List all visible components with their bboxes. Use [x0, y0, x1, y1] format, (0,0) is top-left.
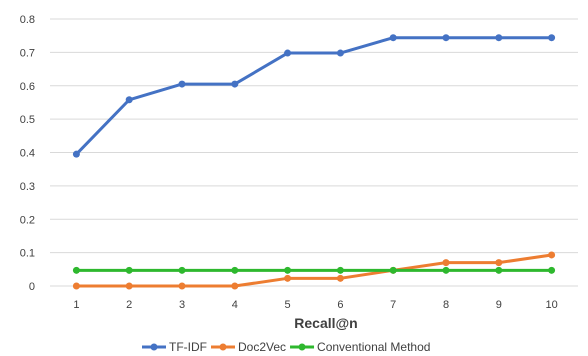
gridlines: [50, 18, 578, 287]
legend-marker: [219, 343, 227, 351]
legend-label: TF-IDF: [169, 340, 207, 354]
y-tick-label: 0.4: [20, 148, 35, 160]
data-point: [336, 274, 344, 282]
data-point: [231, 266, 239, 274]
legend: TF-IDF Doc2Vec Conventional Method: [142, 340, 430, 354]
data-point: [231, 80, 239, 88]
data-point: [178, 282, 186, 290]
data-point: [284, 274, 292, 282]
x-axis-ticks: 1 2 3 4 5 6 7 8 9 10: [73, 299, 557, 311]
data-point: [548, 34, 556, 42]
data-point: [125, 266, 133, 274]
data-point: [125, 282, 133, 290]
data-point: [442, 34, 450, 42]
data-point: [72, 150, 80, 158]
series-line: [75, 36, 552, 156]
data-point: [495, 266, 503, 274]
y-tick-label: 0.6: [20, 81, 35, 93]
x-tick-label: 1: [73, 299, 79, 311]
series-line: [76, 253, 552, 288]
data-point: [72, 266, 80, 274]
x-tick-label: 8: [443, 299, 449, 311]
data-point: [548, 266, 556, 274]
data-point: [178, 80, 186, 88]
y-tick-label: 0.2: [20, 214, 35, 226]
data-point: [389, 34, 397, 42]
data-point: [72, 282, 80, 290]
data-point: [284, 266, 292, 274]
data-point: [336, 266, 344, 274]
legend-marker: [150, 343, 158, 351]
legend-label: Doc2Vec: [238, 340, 286, 354]
legend-item: Doc2Vec: [211, 340, 286, 354]
x-tick-label: 10: [545, 299, 557, 311]
x-axis-label: Recall@n: [294, 315, 357, 331]
data-point: [231, 282, 239, 290]
legend-item: Conventional Method: [290, 340, 430, 354]
x-tick-label: 7: [390, 299, 396, 311]
data-point: [389, 266, 397, 274]
x-tick-label: 2: [126, 299, 132, 311]
legend-label: Conventional Method: [317, 340, 430, 354]
data-point: [125, 96, 133, 104]
x-tick-label: 6: [337, 299, 343, 311]
data-point: [336, 49, 344, 57]
series-lines: [72, 34, 556, 290]
y-tick-label: 0.1: [20, 248, 35, 260]
x-tick-label: 3: [179, 299, 185, 311]
data-point: [442, 259, 450, 267]
data-point: [495, 34, 503, 42]
y-axis-ticks: 0 0.1 0.2 0.3 0.4 0.5 0.6 0.7 0.8: [20, 14, 35, 293]
x-tick-label: 9: [496, 299, 502, 311]
y-tick-label: 0.8: [20, 14, 35, 26]
y-tick-label: 0: [29, 281, 35, 293]
x-tick-label: 5: [285, 299, 291, 311]
data-point: [495, 259, 503, 267]
y-tick-label: 0.5: [20, 114, 35, 126]
series-conventional-method: [72, 266, 556, 274]
y-tick-label: 0.7: [20, 47, 35, 59]
x-tick-label: 4: [232, 299, 238, 311]
legend-marker: [298, 343, 306, 351]
data-point: [548, 251, 556, 259]
series-tf-idf: [72, 34, 556, 158]
legend-item: TF-IDF: [142, 340, 207, 354]
y-tick-label: 0.3: [20, 181, 35, 193]
data-point: [178, 266, 186, 274]
data-point: [284, 49, 292, 57]
data-point: [442, 266, 450, 274]
